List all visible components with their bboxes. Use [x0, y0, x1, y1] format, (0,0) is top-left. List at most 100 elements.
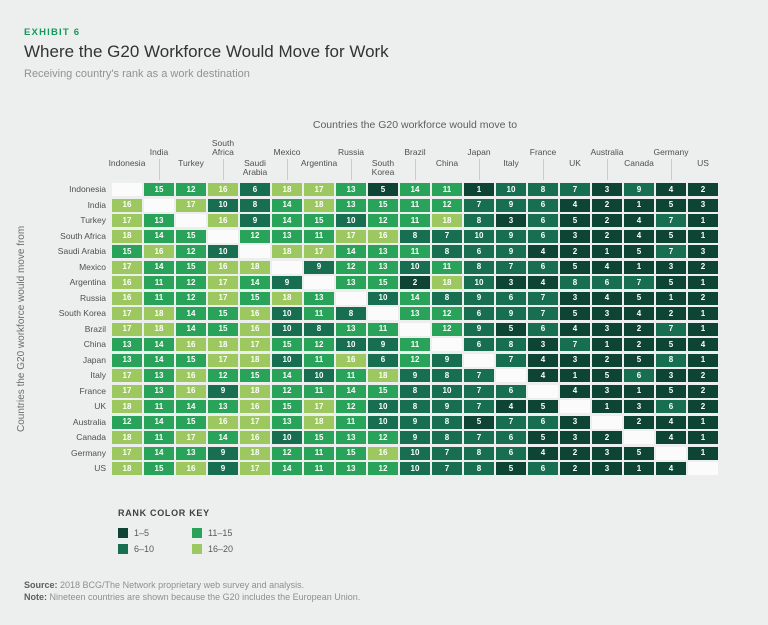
- rank-cell: 17: [304, 183, 334, 196]
- rank-cell: 6: [624, 369, 654, 382]
- rank-cell: 11: [304, 462, 334, 475]
- rank-cell: 13: [336, 276, 366, 289]
- rank-cell: 7: [432, 229, 462, 243]
- exhibit-eyebrow: EXHIBIT 6: [24, 27, 81, 38]
- rank-cell: 13: [336, 431, 366, 444]
- rank-cell: 4: [656, 462, 686, 475]
- row-label: South Africa: [60, 230, 106, 241]
- rank-cell: 13: [112, 353, 142, 367]
- rank-cell: 7: [656, 245, 686, 258]
- rank-cell: 12: [272, 384, 302, 398]
- rank-cell: 11: [400, 214, 430, 227]
- rank-cell: 6: [240, 183, 270, 196]
- rank-cell: 7: [528, 291, 558, 305]
- page-subtitle: Receiving country's rank as a work desti…: [24, 68, 250, 80]
- diagonal-blank-cell: [528, 384, 558, 398]
- rank-cell: 4: [528, 276, 558, 289]
- rank-cell: 17: [304, 245, 334, 258]
- row-label: Turkey: [80, 215, 106, 225]
- column-header: Russia: [338, 147, 364, 157]
- rank-cell: 16: [208, 183, 238, 196]
- rank-cell: 10: [400, 462, 430, 475]
- rank-cell: 18: [112, 431, 142, 444]
- rank-cell: 9: [496, 229, 526, 243]
- diagonal-blank-cell: [656, 446, 686, 460]
- rank-cell: 15: [272, 338, 302, 351]
- rank-cell: 18: [272, 183, 302, 196]
- rank-cell: 9: [624, 183, 654, 196]
- rank-cell: 4: [592, 260, 622, 274]
- rank-cell: 6: [368, 353, 398, 367]
- rank-cell: 3: [560, 431, 590, 444]
- rank-cell: 10: [272, 353, 302, 367]
- header-leader-line: [542, 159, 544, 180]
- rank-cell: 2: [688, 384, 718, 398]
- column-header: South Korea: [371, 158, 395, 177]
- rank-cell: 13: [368, 260, 398, 274]
- rank-cell: 3: [592, 384, 622, 398]
- diagonal-blank-cell: [624, 431, 654, 444]
- row-label: Japan: [82, 354, 106, 365]
- rank-cell: 14: [336, 384, 366, 398]
- column-header-tier-bottom: Indonesia Turkey Saudi Arabia Argentina Sout…: [109, 158, 718, 182]
- rank-cell: 1: [464, 183, 494, 196]
- rank-cell: 8: [432, 291, 462, 305]
- source-text: 2018 BCG/The Network proprietary web sur…: [60, 580, 305, 590]
- rank-cell: 11: [144, 276, 174, 289]
- column-header: Germany: [653, 147, 689, 157]
- rank-cell: 7: [464, 431, 494, 444]
- rank-cell: 12: [176, 245, 206, 258]
- rank-cell: 7: [464, 400, 494, 413]
- rank-cell: 11: [144, 431, 174, 444]
- rank-cell: 8: [496, 338, 526, 351]
- row-label: South Korea: [58, 308, 106, 318]
- row-label: Mexico: [79, 261, 106, 272]
- rank-cell: 13: [208, 400, 238, 413]
- rank-cell: 5: [560, 307, 590, 320]
- rank-cell: 13: [144, 214, 174, 227]
- diagonal-blank-cell: [592, 415, 622, 429]
- rank-cell: 5: [624, 446, 654, 460]
- rank-cell: 5: [560, 214, 590, 227]
- rank-cell: 6: [496, 431, 526, 444]
- row-label: UK: [94, 401, 106, 411]
- heatmap-grid: 15 12 16 6 18 17 13 5 14 11 1 10 8 7 3 9 4 2 16 17 10 8 14 18 13…: [112, 183, 718, 475]
- rank-cell: 8: [400, 384, 430, 398]
- rank-cell: 18: [240, 384, 270, 398]
- rank-cell: 14: [336, 245, 366, 258]
- diagonal-blank-cell: [688, 462, 718, 475]
- rank-cell: 14: [144, 446, 174, 460]
- rank-cell: 18: [144, 307, 174, 320]
- rank-cell: 13: [272, 415, 302, 429]
- column-header: Japan: [467, 147, 491, 157]
- row-label: Indonesia: [69, 184, 106, 194]
- rank-cell: 17: [240, 415, 270, 429]
- rank-cell: 12: [432, 322, 462, 336]
- rank-cell: 14: [272, 369, 302, 382]
- rank-cell: 7: [560, 183, 590, 196]
- rank-cell: 9: [496, 198, 526, 212]
- rank-cell: 3: [592, 446, 622, 460]
- legend-item: 11–15: [192, 525, 233, 540]
- rank-cell: 3: [592, 322, 622, 336]
- rank-cell: 6: [464, 307, 494, 320]
- column-header-tier-top: India South Africa Mexico Russia Brazil Japan…: [112, 136, 718, 158]
- rank-cell: 18: [432, 214, 462, 227]
- rank-cell: 12: [176, 183, 206, 196]
- diagonal-blank-cell: [560, 400, 590, 413]
- rank-cell: 1: [624, 198, 654, 212]
- rank-cell: 8: [464, 260, 494, 274]
- rank-cell: 13: [368, 245, 398, 258]
- rank-cell: 5: [528, 431, 558, 444]
- rank-cell: 17: [112, 214, 142, 227]
- rank-cell: 3: [688, 245, 718, 258]
- rank-cell: 18: [272, 245, 302, 258]
- rank-cell: 2: [624, 338, 654, 351]
- rank-cell: 1: [592, 245, 622, 258]
- rank-cell: 13: [272, 229, 302, 243]
- rank-cell: 5: [656, 276, 686, 289]
- rank-cell: 17: [176, 198, 206, 212]
- header-leader-line: [350, 159, 352, 180]
- rank-cell: 12: [368, 431, 398, 444]
- rank-cell: 5: [560, 260, 590, 274]
